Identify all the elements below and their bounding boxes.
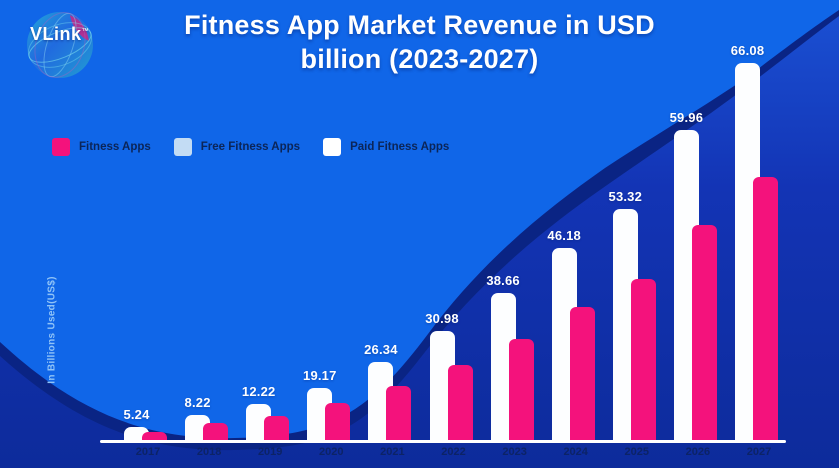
- logo-trademark: ™: [81, 28, 90, 35]
- bar-value-label-2027: 66.08: [730, 43, 765, 58]
- legend-item-paid-fitness-apps: Paid Fitness Apps: [323, 138, 449, 156]
- bar-fitness-2027: [753, 177, 778, 441]
- bar-value-label-2018: 8.22: [184, 395, 211, 410]
- bar-value-label-2022: 30.98: [425, 311, 459, 326]
- bar-fitness-2018: [203, 423, 229, 441]
- bar-value-label-2017: 5.24: [123, 407, 150, 422]
- year-label-2024: 2024: [563, 446, 588, 458]
- legend-label: Paid Fitness Apps: [350, 141, 450, 153]
- legend-swatch-lightblue: [173, 138, 192, 156]
- bar-fitness-2020: [325, 403, 351, 441]
- bar-value-label-2021: 26.34: [364, 342, 398, 357]
- legend-item-fitness-apps: Fitness Apps: [52, 138, 151, 156]
- legend-item-free-fitness-apps: Free Fitness Apps: [173, 138, 301, 156]
- year-label-2017: 2017: [135, 446, 161, 458]
- chart-legend: Fitness Apps Free Fitness Apps Paid Fitn…: [52, 138, 449, 156]
- bar-value-label-2024: 46.18: [547, 228, 581, 243]
- x-axis-line: [100, 440, 786, 443]
- bar-fitness-2025: [630, 279, 656, 441]
- bar-value-label-2020: 19.17: [303, 368, 337, 383]
- bar-fitness-2026: [691, 225, 717, 441]
- bar-value-label-2025: 53.32: [608, 189, 643, 204]
- bar-value-label-2026: 59.96: [669, 110, 704, 125]
- year-label-2021: 2021: [380, 446, 405, 458]
- bar-fitness-2019: [264, 416, 290, 441]
- legend-swatch-white: [323, 138, 342, 156]
- year-label-2019: 2019: [257, 446, 283, 458]
- year-label-2022: 2022: [441, 446, 466, 458]
- page-title: Fitness App Market Revenue in USD billio…: [0, 8, 839, 76]
- bar-fitness-2017: [142, 432, 167, 441]
- bar-fitness-2023: [508, 339, 534, 441]
- year-label-2023: 2023: [502, 446, 527, 458]
- logo-globe-icon: [27, 12, 93, 78]
- year-label-2025: 2025: [624, 446, 650, 458]
- legend-swatch-pink: [52, 138, 70, 156]
- legend-label: Fitness Apps: [79, 141, 151, 153]
- logo-text: VLink™: [30, 24, 90, 44]
- bar-value-label-2019: 12.22: [241, 384, 276, 399]
- title-line-1: Fitness App Market Revenue in USD: [184, 10, 655, 40]
- legend-label: Free Fitness Apps: [200, 141, 301, 153]
- vlink-logo: VLink™: [12, 2, 108, 88]
- bar-fitness-2024: [569, 307, 595, 441]
- year-label-2027: 2027: [746, 446, 772, 458]
- year-label-2018: 2018: [196, 446, 222, 458]
- bar-value-label-2023: 38.66: [486, 273, 520, 288]
- bar-fitness-2021: [386, 386, 412, 441]
- bar-fitness-2022: [447, 365, 473, 441]
- title-line-2: billion (2023-2027): [300, 44, 539, 74]
- year-label-2020: 2020: [319, 446, 344, 458]
- year-label-2026: 2026: [685, 446, 711, 458]
